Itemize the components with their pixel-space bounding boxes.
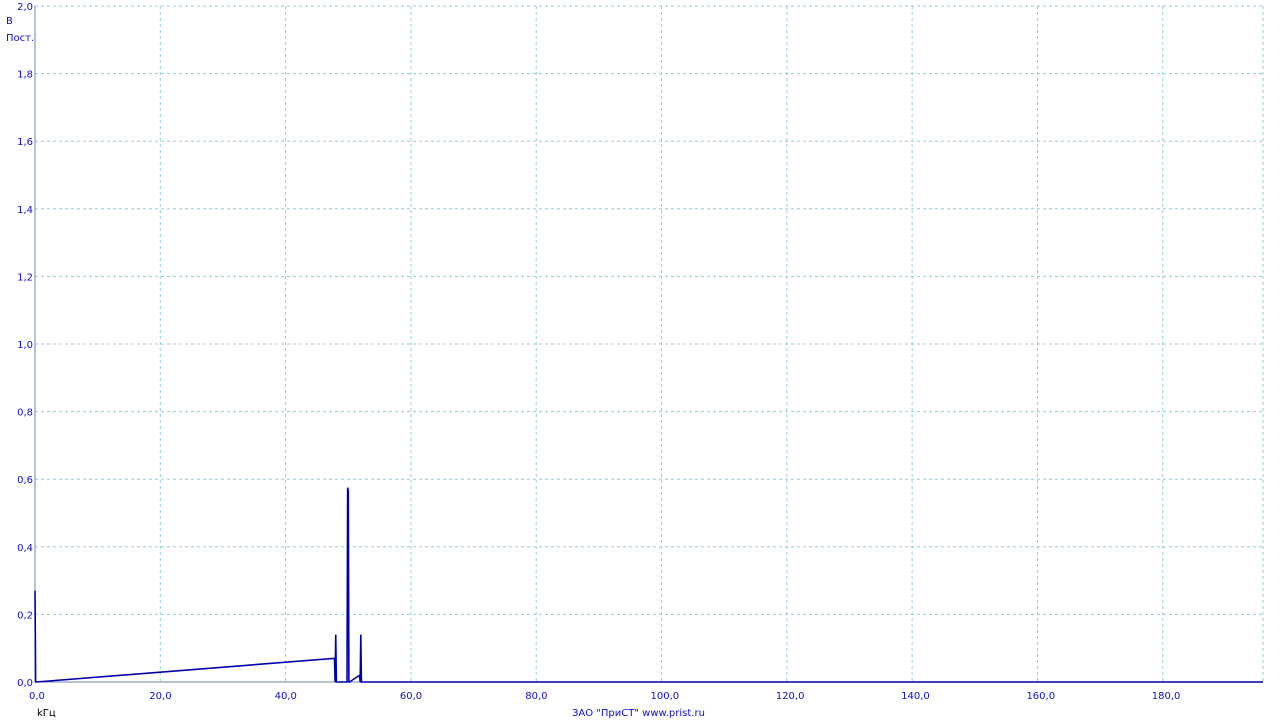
y-unit-label: В bbox=[6, 16, 13, 27]
y-tick-label: 1,8 bbox=[17, 70, 33, 81]
trace-layer bbox=[34, 487, 1263, 683]
x-tick-label: 120,0 bbox=[776, 691, 805, 702]
x-tick-label: 0,0 bbox=[29, 691, 45, 702]
x-axis-label: kГц bbox=[37, 708, 56, 719]
x-tick-label: 100,0 bbox=[651, 691, 680, 702]
y-tick-label: 0,2 bbox=[17, 610, 33, 621]
y-tick-label: 0,4 bbox=[17, 543, 33, 554]
x-tick-label: 60,0 bbox=[400, 691, 422, 702]
y-mode-label: Пост. bbox=[6, 33, 34, 44]
y-tick-labels: 0,0 0,2 0,4 0,6 0,8 1,0 1,2 1,4 1,6 1,8 2,0 bbox=[17, 2, 33, 689]
x-tick-label: 140,0 bbox=[901, 691, 930, 702]
y-tick-label: 0,0 bbox=[17, 678, 33, 689]
x-tick-label: 40,0 bbox=[275, 691, 297, 702]
grid bbox=[34, 5, 1264, 683]
x-tick-label: 80,0 bbox=[525, 691, 547, 702]
y-tick-label: 1,0 bbox=[17, 340, 33, 351]
spectrum-trace bbox=[34, 487, 1263, 683]
y-tick-label: 1,2 bbox=[17, 272, 33, 283]
y-tick-label: 2,0 bbox=[17, 2, 33, 13]
credit-text: ЗАО "ПриСТ" www.prist.ru bbox=[572, 708, 705, 719]
y-tick-label: 0,6 bbox=[17, 475, 33, 486]
y-tick-label: 1,4 bbox=[17, 205, 33, 216]
x-tick-label: 180,0 bbox=[1152, 691, 1181, 702]
x-tick-label: 20,0 bbox=[149, 691, 171, 702]
x-tick-label: 160,0 bbox=[1026, 691, 1055, 702]
y-tick-label: 1,6 bbox=[17, 137, 33, 148]
y-tick-label: 0,8 bbox=[17, 408, 33, 419]
x-tick-labels: 0,0 20,0 40,0 60,0 80,0 100,0 120,0 140,0 160,0 1… bbox=[29, 691, 1180, 702]
